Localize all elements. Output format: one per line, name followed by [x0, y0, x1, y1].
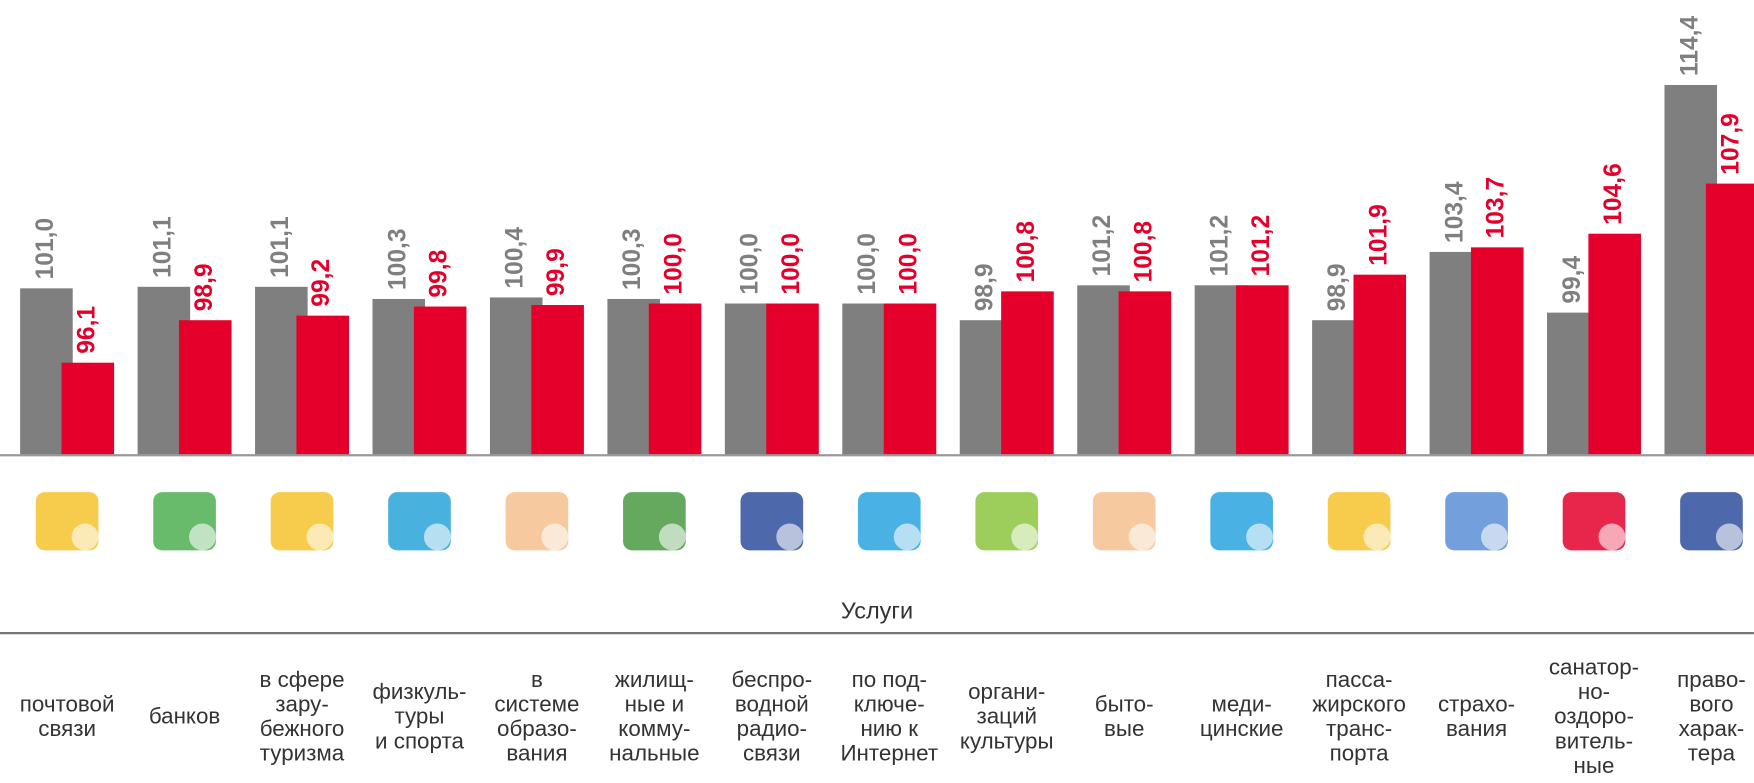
bar	[884, 304, 937, 456]
value-label: 98,9	[1324, 263, 1351, 311]
icon-detail	[1129, 524, 1156, 551]
chart: 101,0 96,1 101,1 98,9 101,1 99,2 100,3 99,8 100,…	[0, 0, 1754, 783]
category-label: пасса- жирского транс- порта	[1298, 654, 1421, 779]
category-label: банков	[123, 654, 246, 779]
icon-detail	[306, 524, 333, 551]
value-label: 101,1	[267, 216, 294, 278]
bar	[1119, 291, 1172, 455]
value-label: 100,0	[854, 233, 881, 295]
category-label: в сфере зару- бежного туризма	[240, 654, 363, 779]
icon-detail	[659, 524, 686, 551]
bar	[62, 363, 115, 456]
icon-detail	[776, 524, 803, 551]
bar	[414, 307, 467, 456]
icon-detail	[1364, 524, 1391, 551]
icon-detail	[1011, 524, 1038, 551]
category-label: жилищ- ные и комму- нальные	[593, 654, 716, 779]
value-label: 104,6	[1600, 163, 1627, 225]
value-label: 100,8	[1013, 221, 1040, 283]
category-label: право- вого харак- тера	[1650, 654, 1754, 779]
category-label: меди- цинские	[1180, 654, 1303, 779]
value-label: 100,3	[384, 228, 411, 290]
category-label: санатор- но- оздоро- витель- ные	[1532, 654, 1655, 779]
value-label: 96,1	[73, 306, 100, 354]
page: 101,0 96,1 101,1 98,9 101,1 99,2 100,3 99,8 100,…	[0, 0, 1754, 782]
value-label: 101,2	[1206, 215, 1233, 277]
category-label: беспро- водной радио- связи	[710, 654, 833, 779]
value-label: 98,9	[191, 263, 218, 311]
category-label: быто- вые	[1063, 654, 1186, 779]
value-label: 100,4	[502, 227, 529, 289]
icon-detail	[541, 524, 568, 551]
value-label: 100,0	[737, 233, 764, 295]
value-label: 100,8	[1130, 221, 1157, 283]
value-label: 99,8	[426, 250, 453, 298]
category-label: физкуль- туры и спорта	[358, 654, 481, 779]
category-label: органи- заций культуры	[945, 654, 1068, 779]
value-label: 100,0	[778, 233, 805, 295]
bar	[1588, 234, 1641, 456]
value-label: 101,2	[1089, 215, 1116, 277]
icon-detail	[1481, 524, 1508, 551]
value-label: 100,3	[619, 228, 646, 290]
bar	[1354, 275, 1407, 456]
bar	[1471, 247, 1524, 455]
value-label: 101,0	[32, 218, 59, 280]
bar	[649, 304, 702, 456]
bar	[179, 320, 232, 455]
value-label: 100,0	[895, 233, 922, 295]
icon-detail	[1598, 524, 1625, 551]
value-label: 101,2	[1248, 215, 1275, 277]
value-label: 100,0	[661, 233, 688, 295]
icon-detail	[424, 524, 451, 551]
bar	[1001, 291, 1054, 455]
value-label: 114,4	[1676, 16, 1703, 77]
icon-detail	[1246, 524, 1273, 551]
bar	[1706, 184, 1754, 456]
value-label: 101,1	[149, 216, 176, 278]
bar	[531, 305, 584, 455]
value-label: 99,4	[1559, 255, 1586, 303]
category-label: по под- ключе- нию к Интернет	[828, 654, 951, 779]
bar	[766, 304, 819, 456]
value-label: 101,9	[1365, 204, 1392, 266]
icon-detail	[72, 524, 99, 551]
value-label: 99,9	[543, 248, 570, 296]
x-axis-label: Услуги	[0, 598, 1754, 625]
category-label: почтовой связи	[6, 654, 129, 779]
value-label: 103,7	[1483, 177, 1510, 239]
value-label: 107,9	[1718, 113, 1745, 175]
category-label: в системе образо- вания	[475, 654, 598, 779]
bar	[296, 316, 349, 456]
value-label: 99,2	[308, 259, 335, 307]
icon-detail	[894, 524, 921, 551]
icon-detail	[189, 524, 216, 551]
value-label: 103,4	[1441, 181, 1468, 243]
icon-detail	[1716, 524, 1743, 551]
category-label: страхо- вания	[1415, 654, 1538, 779]
bar	[1236, 285, 1289, 455]
value-label: 98,9	[972, 263, 999, 311]
